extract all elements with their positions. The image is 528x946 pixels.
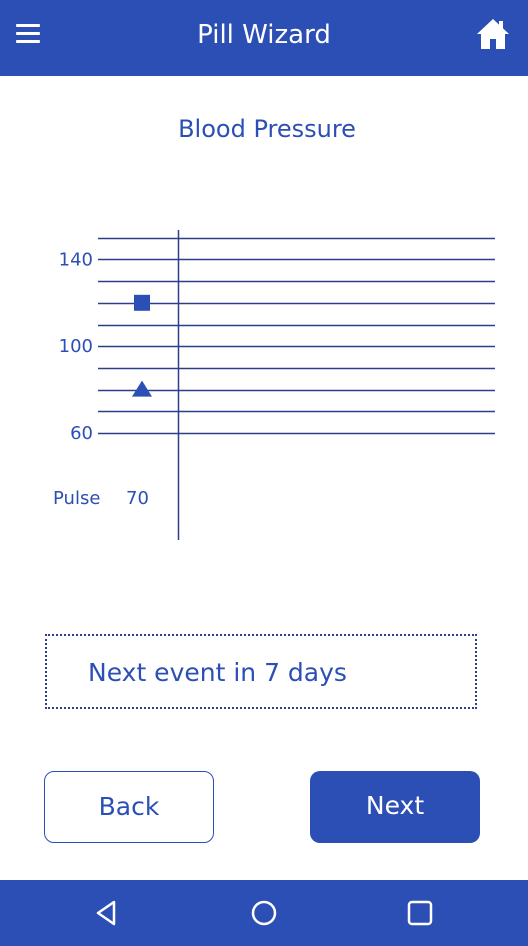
back-triangle-icon[interactable] xyxy=(92,898,122,928)
blood-pressure-chart: 140 100 60 xyxy=(59,230,495,540)
y-tick-label: 140 xyxy=(59,249,93,270)
diastolic-marker xyxy=(132,380,152,397)
home-circle-icon[interactable] xyxy=(249,898,279,928)
next-event-text: Next event in 7 days xyxy=(88,658,347,687)
hamburger-menu-icon[interactable] xyxy=(16,24,40,44)
gridlines xyxy=(98,237,495,435)
recents-square-icon[interactable] xyxy=(405,898,435,928)
system-nav-bar xyxy=(0,880,528,946)
chart-title: Blood Pressure xyxy=(178,115,356,143)
pulse-value: 70 xyxy=(126,488,149,509)
y-tick-label: 60 xyxy=(70,423,93,444)
y-tick-label: 100 xyxy=(59,336,93,357)
back-button[interactable]: Back xyxy=(44,771,214,843)
home-icon[interactable] xyxy=(475,17,511,51)
next-event-box: Next event in 7 days xyxy=(45,634,477,709)
next-button[interactable]: Next xyxy=(310,771,480,843)
app-title: Pill Wizard xyxy=(197,20,331,50)
systolic-marker xyxy=(134,294,150,311)
data-markers xyxy=(132,294,152,397)
pulse-label: Pulse xyxy=(53,488,101,509)
app-bar: Pill Wizard xyxy=(0,0,528,76)
y-tick-labels: 140 100 60 xyxy=(59,249,93,444)
